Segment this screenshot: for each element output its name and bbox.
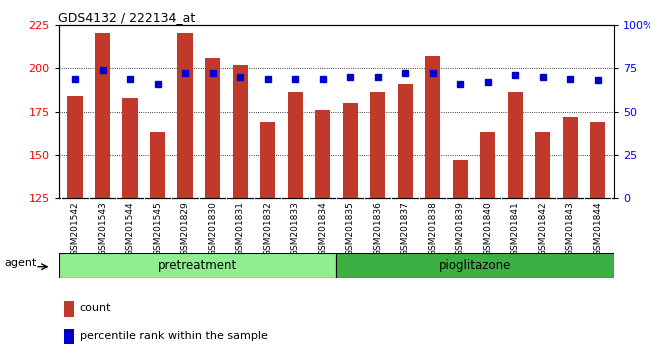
Bar	[287, 92, 303, 198]
Text: GSM201844: GSM201844	[593, 201, 603, 256]
Bar	[177, 33, 192, 198]
Text: GSM201830: GSM201830	[208, 201, 217, 256]
Text: GSM201840: GSM201840	[483, 201, 492, 256]
Text: GSM201838: GSM201838	[428, 201, 437, 256]
Bar	[480, 132, 495, 198]
Text: count: count	[79, 303, 111, 313]
Bar	[337, 253, 614, 278]
Text: GSM201829: GSM201829	[181, 201, 190, 256]
Text: pretreatment: pretreatment	[158, 259, 237, 272]
Text: GSM201543: GSM201543	[98, 201, 107, 256]
Text: GSM201839: GSM201839	[456, 201, 465, 256]
Text: GSM201834: GSM201834	[318, 201, 327, 256]
Bar	[452, 160, 468, 198]
Bar	[58, 253, 337, 278]
Text: GSM201835: GSM201835	[346, 201, 355, 256]
Bar	[508, 92, 523, 198]
Text: GSM201544: GSM201544	[125, 201, 135, 256]
Bar	[205, 58, 220, 198]
Bar	[398, 84, 413, 198]
Bar	[370, 92, 385, 198]
Bar	[64, 329, 74, 344]
Bar	[95, 33, 110, 198]
Bar	[315, 110, 330, 198]
Bar	[122, 98, 138, 198]
Bar	[343, 103, 358, 198]
Bar	[563, 117, 578, 198]
Bar	[64, 301, 74, 317]
Bar	[535, 132, 551, 198]
Bar	[150, 132, 165, 198]
Bar	[590, 122, 605, 198]
Text: GSM201545: GSM201545	[153, 201, 162, 256]
Bar	[425, 56, 440, 198]
Text: GSM201837: GSM201837	[400, 201, 410, 256]
Text: GSM201832: GSM201832	[263, 201, 272, 256]
Text: GSM201843: GSM201843	[566, 201, 575, 256]
Text: GSM201542: GSM201542	[70, 201, 79, 256]
Text: GSM201842: GSM201842	[538, 201, 547, 256]
Text: GSM201836: GSM201836	[373, 201, 382, 256]
Text: GSM201841: GSM201841	[511, 201, 520, 256]
Text: percentile rank within the sample: percentile rank within the sample	[79, 331, 268, 341]
Text: GSM201833: GSM201833	[291, 201, 300, 256]
Bar	[68, 96, 83, 198]
Text: agent: agent	[5, 258, 37, 268]
Text: pioglitazone: pioglitazone	[439, 259, 512, 272]
Text: GDS4132 / 222134_at: GDS4132 / 222134_at	[58, 11, 196, 24]
Bar	[233, 65, 248, 198]
Text: GSM201831: GSM201831	[235, 201, 244, 256]
Bar	[260, 122, 275, 198]
